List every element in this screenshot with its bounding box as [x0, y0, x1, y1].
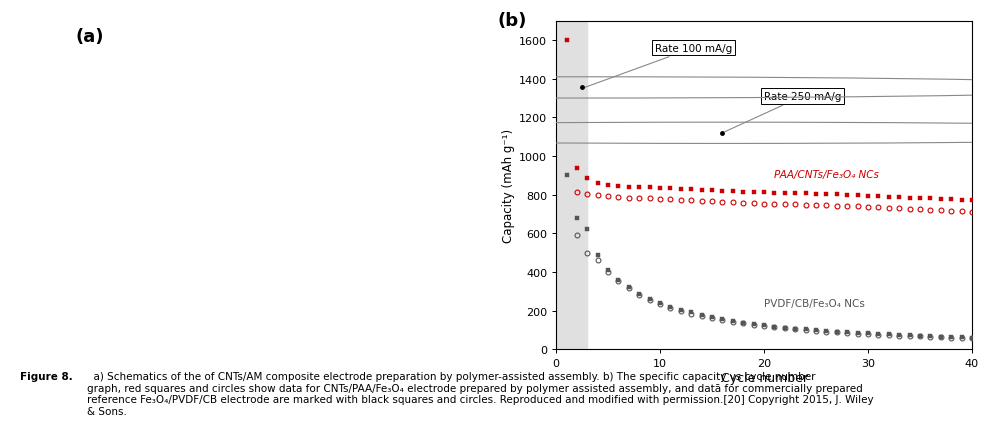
- Text: Rate 250 mA/g: Rate 250 mA/g: [725, 92, 842, 132]
- Text: Figure 8.: Figure 8.: [20, 371, 73, 381]
- Text: Rate 100 mA/g: Rate 100 mA/g: [585, 44, 732, 88]
- Text: (a): (a): [75, 27, 104, 46]
- Text: (b): (b): [498, 12, 527, 30]
- Text: PAA/CNTs/Fe₃O₄ NCs: PAA/CNTs/Fe₃O₄ NCs: [775, 170, 880, 180]
- Bar: [556, 22, 587, 349]
- Text: a) Schematics of the of CNTs/AM composite electrode preparation by polymer-assis: a) Schematics of the of CNTs/AM composit…: [87, 371, 874, 416]
- Text: PVDF/CB/Fe₃O₄ NCs: PVDF/CB/Fe₃O₄ NCs: [764, 298, 865, 308]
- Y-axis label: Capacity (mAh g⁻¹): Capacity (mAh g⁻¹): [502, 128, 515, 243]
- X-axis label: Cycle number: Cycle number: [720, 371, 808, 384]
